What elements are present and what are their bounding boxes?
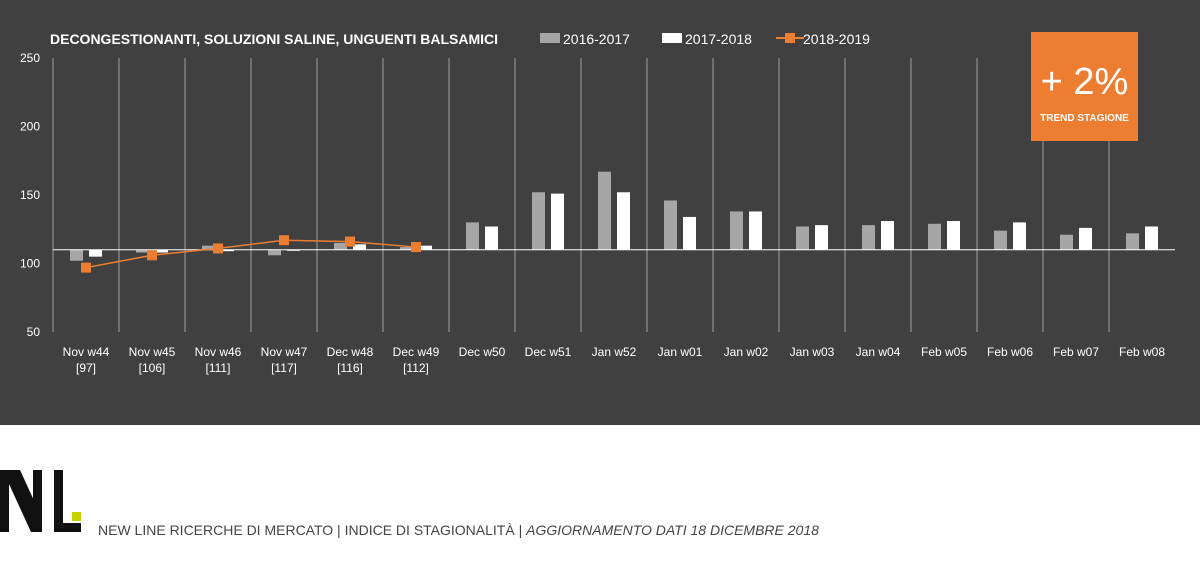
line-marker <box>279 235 289 246</box>
trend-value: + 2% <box>1040 61 1129 103</box>
bar <box>268 249 281 256</box>
x-tick-label: Feb w06 <box>987 345 1033 359</box>
bar <box>466 222 479 250</box>
footer-caption: NEW LINE RICERCHE DI MERCATO | INDICE DI… <box>98 522 819 538</box>
bar <box>89 249 102 257</box>
x-tick-sublabel: [116] <box>337 361 363 375</box>
bar <box>400 247 413 250</box>
x-tick-label: Feb w08 <box>1119 345 1165 359</box>
legend-swatch <box>662 33 682 43</box>
x-tick-label: Nov w44 <box>63 345 110 359</box>
bar <box>928 223 941 250</box>
footer-report: INDICE DI STAGIONALITÀ <box>344 522 515 538</box>
legend-label: 2017-2018 <box>685 31 752 47</box>
bar <box>155 249 168 253</box>
line-marker <box>411 242 421 253</box>
y-tick-label: 200 <box>20 120 40 134</box>
trend-label: TREND STAGIONE <box>1040 113 1129 124</box>
footer-separator: | <box>514 522 527 538</box>
x-tick-label: Jan w01 <box>658 345 703 359</box>
x-tick-label: Nov w45 <box>129 345 176 359</box>
bar <box>485 226 498 250</box>
bar <box>815 225 828 250</box>
footer-company: NEW LINE RICERCHE DI MERCATO <box>98 522 334 538</box>
line-marker <box>345 236 355 247</box>
x-tick-sublabel: [112] <box>403 361 429 375</box>
x-tick-label: Jan w04 <box>856 345 901 359</box>
x-tick-sublabel: [97] <box>76 361 96 375</box>
footer-update: AGGIORNAMENTO DATI 18 DICEMBRE 2018 <box>526 522 819 538</box>
bar <box>532 192 545 250</box>
x-tick-label: Jan w03 <box>790 345 835 359</box>
bar <box>994 230 1007 250</box>
line-marker <box>213 243 223 254</box>
bar <box>1126 233 1139 250</box>
x-tick-label: Feb w05 <box>921 345 967 359</box>
x-tick-label: Jan w02 <box>724 345 769 359</box>
y-tick-label: 150 <box>20 188 40 202</box>
x-tick-sublabel: [111] <box>206 361 231 375</box>
x-tick-label: Dec w49 <box>393 345 440 359</box>
bar <box>1145 226 1158 250</box>
chart-panel: DECONGESTIONANTI, SOLUZIONI SALINE, UNGU… <box>0 0 1200 425</box>
chart-title: DECONGESTIONANTI, SOLUZIONI SALINE, UNGU… <box>50 31 498 47</box>
legend-label: 2016-2017 <box>563 31 630 47</box>
bar <box>617 192 630 250</box>
y-tick-label: 100 <box>20 257 40 271</box>
bar <box>70 249 83 261</box>
bar <box>221 249 234 252</box>
x-tick-label: Feb w07 <box>1053 345 1099 359</box>
chart: DECONGESTIONANTI, SOLUZIONI SALINE, UNGU… <box>20 31 1175 375</box>
legend-label: 2018-2019 <box>803 31 870 47</box>
bar <box>1060 234 1073 250</box>
y-tick-label: 50 <box>27 325 41 339</box>
bar <box>136 249 149 253</box>
bar <box>664 200 677 250</box>
bar <box>334 242 347 250</box>
x-tick-label: Dec w50 <box>459 345 506 359</box>
bar <box>551 193 564 250</box>
nl-logo <box>0 470 81 532</box>
x-tick-label: Nov w46 <box>195 345 242 359</box>
bar <box>202 245 215 250</box>
x-tick-label: Nov w47 <box>261 345 308 359</box>
legend-swatch <box>540 33 560 43</box>
bar <box>881 221 894 250</box>
bar <box>796 226 809 250</box>
y-tick-label: 250 <box>20 51 40 65</box>
bar <box>598 171 611 250</box>
bar <box>1013 222 1026 250</box>
bar <box>419 245 432 250</box>
x-tick-label: Dec w48 <box>327 345 374 359</box>
line-marker <box>147 250 157 261</box>
trend-badge: + 2% TREND STAGIONE <box>1031 32 1138 141</box>
legend-marker <box>785 33 795 43</box>
footer-separator: | <box>333 522 345 538</box>
plot-area: 50 100 150 200 250 Nov w44 [97] Nov w45 [106] Nov… <box>20 51 1175 375</box>
bar <box>1079 227 1092 250</box>
bar <box>730 211 743 250</box>
series-line <box>85 239 417 269</box>
legend: 2016-2017 2017-2018 2018-2019 <box>540 31 870 47</box>
x-tick-sublabel: [106] <box>139 361 166 375</box>
bar <box>353 244 366 250</box>
x-tick-label: Dec w51 <box>525 345 572 359</box>
bar <box>749 211 762 250</box>
x-tick-sublabel: [117] <box>271 361 297 375</box>
line-marker <box>81 262 91 273</box>
bar <box>947 221 960 250</box>
x-tick-label: Jan w52 <box>592 345 637 359</box>
bar <box>683 216 696 250</box>
bar <box>862 225 875 250</box>
